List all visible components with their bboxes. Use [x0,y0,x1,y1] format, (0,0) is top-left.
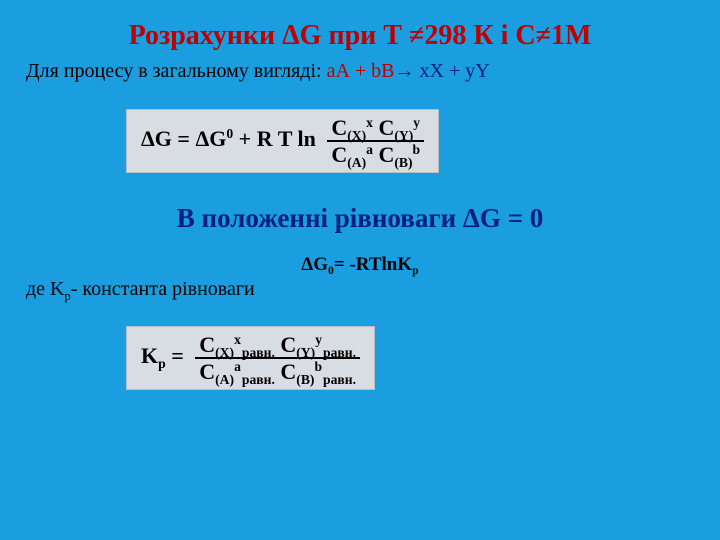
note-psub: р [65,289,71,303]
f2-denominator: C(A)aравн. C(B)bравн. [195,359,360,383]
f2-den-sub1: (A) [215,372,234,387]
f2-den-c2: C [275,359,296,384]
reaction-rhs: хХ + yY [420,60,490,82]
note-rest: - константа рівноваги [71,278,255,300]
process-prefix: Для процесу в загальному вигляді: [26,60,327,82]
eq2-lhs: ΔG [301,254,328,275]
formula2-row: Kp = C(X)xравн. C(Y)yравн. C(A)aравн. C(… [26,326,694,390]
note-line: де Kр- константа рівноваги [26,278,694,301]
f1-den-sub1: (A) [347,155,366,170]
f1-den-sup1: a [366,142,373,157]
f1-lhs: ΔG = ΔG [141,126,226,151]
f2-num-ravn1: равн. [241,345,275,360]
f2-num-sup2: y [315,332,322,347]
f2-den-sup1: a [234,359,241,374]
f1-den-sub2: (B) [394,155,412,170]
f1-num-c2: C [373,115,394,140]
f1-denominator: C(A)a C(B)b [327,142,424,166]
process-line: Для процесу в загальному вигляді: аА + b… [26,60,694,83]
f1-num-sub2: (Y) [394,128,413,143]
f2-num-sub1: (X) [215,345,234,360]
f1-numerator: C(X)x C(Y)y [327,116,424,142]
f1-den-sup2: b [413,142,421,157]
eq2: ΔG0= -RTlnKp [26,254,694,276]
slide: Розрахунки ΔG при Т ≠298 К і С≠1М Для пр… [0,0,720,540]
f1-mid: + R T ln [233,126,316,151]
f1-num-c1: C [331,115,347,140]
f2-lhs: K [141,343,158,368]
f2-den-sup2: b [314,359,322,374]
equilibrium-heading: В положенні рівноваги ΔG = 0 [26,203,694,234]
note-prefix: де K [26,278,65,300]
f1-num-sup1: x [366,115,373,130]
reaction-arrow: → [395,60,420,82]
f2-num-sub2: (Y) [296,345,315,360]
formula2-box: Kp = C(X)xравн. C(Y)yравн. C(A)aравн. C(… [126,326,375,390]
f2-num-ravn2: равн. [322,345,356,360]
formula1-row: ΔG = ΔG0 + R T ln C(X)x C(Y)y C(A)a C(B)… [26,109,694,173]
formula1-box: ΔG = ΔG0 + R T ln C(X)x C(Y)y C(A)a C(B)… [126,109,439,173]
f1-num-sup2: y [413,115,420,130]
f2-num-c2: C [275,332,296,357]
eq2-psub: p [412,264,419,277]
f1-sup0: 0 [226,126,233,141]
f2-den-sub2: (B) [296,372,314,387]
f2-fraction: C(X)xравн. C(Y)yравн. C(A)aравн. C(B)bра… [195,333,360,383]
f2-num-c1: C [199,332,215,357]
f2-den-c1: C [199,359,215,384]
f2-num-sup1: x [234,332,241,347]
f2-eq: = [166,343,190,368]
f1-fraction: C(X)x C(Y)y C(A)a C(B)b [327,116,424,166]
f1-den-c1: C [331,142,347,167]
f2-numerator: C(X)xравн. C(Y)yравн. [195,333,360,359]
reaction-lhs: аА + bВ [327,60,395,82]
f2-den-ravn1: равн. [241,372,275,387]
f1-num-sub1: (X) [347,128,366,143]
f2-lhs-sub: p [158,356,166,371]
eq2-rhs: = -RTlnK [334,254,412,275]
f1-den-c2: C [373,142,394,167]
f2-den-ravn2: равн. [322,372,356,387]
eq2-sub0: 0 [328,264,334,277]
slide-title: Розрахунки ΔG при Т ≠298 К і С≠1М [26,20,694,52]
